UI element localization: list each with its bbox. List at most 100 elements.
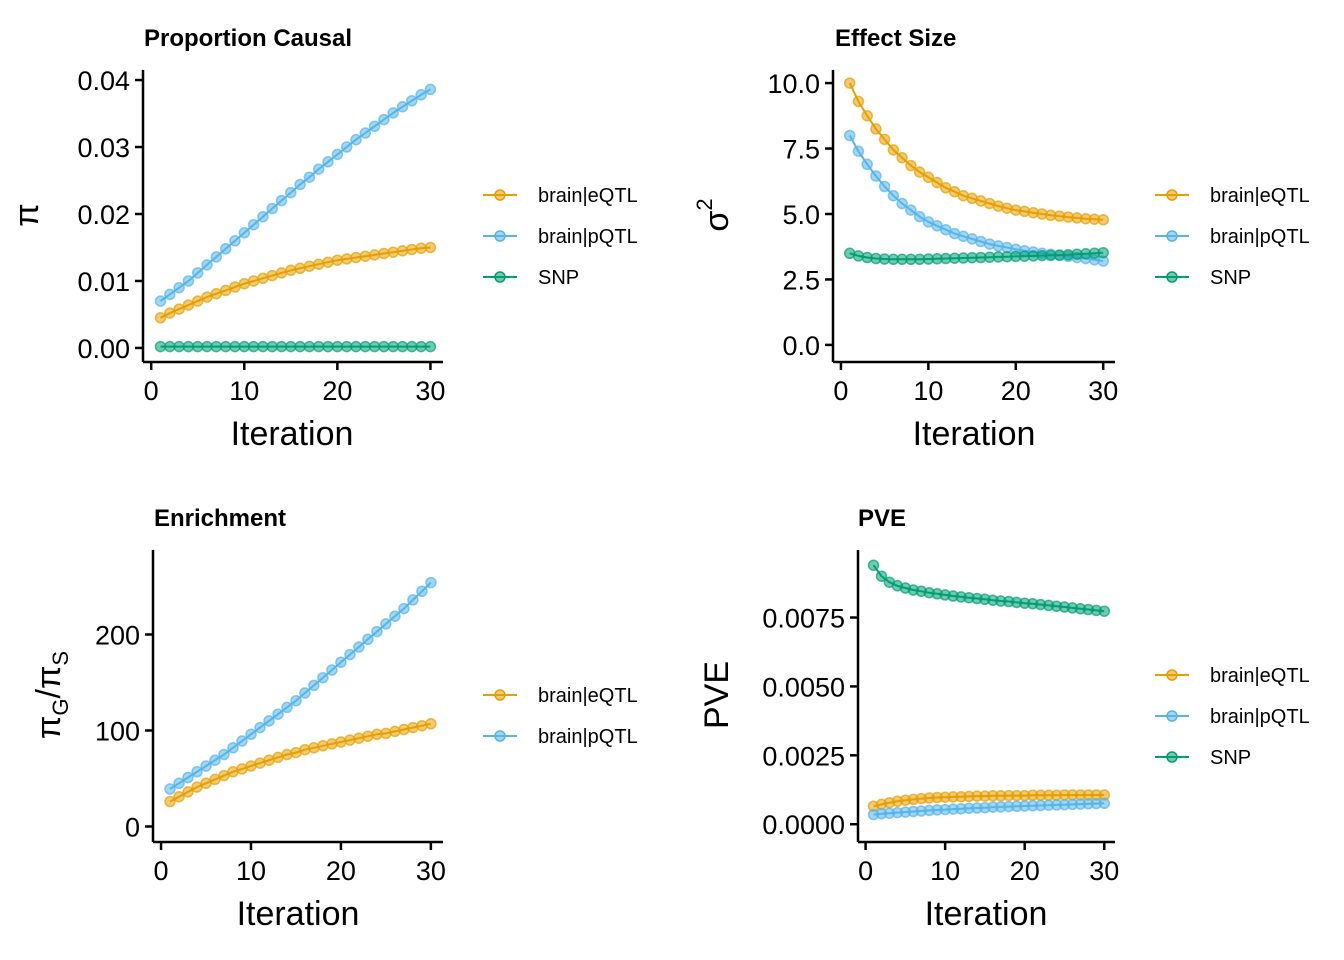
series-SNP [867, 559, 1111, 617]
data-point [285, 264, 297, 277]
data-point [861, 110, 873, 122]
x-tick-label: 30 [1088, 376, 1118, 406]
data-point [931, 176, 943, 189]
data-point [266, 202, 278, 215]
data-point [173, 340, 185, 353]
x-tick-label: 20 [326, 856, 356, 886]
data-point [210, 251, 223, 263]
legend: brain|eQTL brain|pQTL SNP [1155, 665, 1310, 769]
data-point [852, 95, 865, 108]
data-point [173, 303, 185, 315]
y-tick-label: 0 [125, 812, 140, 842]
data-point [210, 340, 223, 353]
legend-item: brain|pQTL [483, 726, 638, 748]
data-point [317, 671, 329, 684]
data-point [887, 144, 900, 156]
data-point [236, 735, 248, 747]
data-point [353, 641, 365, 653]
data-point [164, 340, 176, 353]
x-tick-label: 10 [913, 376, 943, 406]
y-axis-title: π [8, 203, 46, 226]
series-brain-pQTL [164, 576, 437, 795]
y-tick-label: 200 [95, 620, 140, 650]
legend-item: brain|pQTL [1155, 226, 1310, 248]
y-tick-label: 0.0000 [762, 810, 845, 840]
legend-key-point [1166, 230, 1178, 242]
y-tick-label: 100 [95, 716, 140, 746]
data-point [312, 340, 325, 353]
data-point [201, 340, 213, 353]
x-tick-label: 0 [154, 856, 169, 886]
series-brain-pQTL [154, 83, 437, 307]
data-point [266, 269, 278, 282]
legend-key-point [1166, 669, 1178, 681]
data-point [303, 171, 316, 183]
legend-item: brain|eQTL [483, 685, 638, 707]
y-axis-title: PVE [698, 661, 736, 729]
data-point [219, 243, 232, 255]
data-point [322, 340, 334, 353]
data-point [247, 218, 260, 231]
data-point [164, 307, 176, 319]
data-point [425, 718, 437, 730]
x-axis-title: Iteration [913, 415, 1036, 453]
data-point [378, 113, 390, 126]
data-point [350, 251, 362, 264]
data-point [416, 585, 428, 598]
data-point [219, 340, 232, 353]
y-tick-label: 7.5 [782, 135, 820, 165]
legend-label: SNP [1210, 747, 1251, 769]
data-point [275, 194, 288, 207]
series-SNP [843, 246, 1109, 266]
data-point [209, 754, 221, 766]
panel-title: Proportion Causal [144, 25, 352, 52]
data-point [303, 260, 316, 272]
panel-2: Effect Size 0 10 20 30 0.0 2.5 5.0 7.5 10.0 Iterat… [692, 25, 1310, 453]
legend: brain|eQTL brain|pQTL [483, 685, 638, 748]
y-tick-label: 0.03 [77, 133, 130, 163]
data-point [173, 790, 185, 803]
data-point [294, 178, 306, 191]
x-axis-title: Iteration [231, 415, 354, 453]
data-point [389, 610, 401, 622]
data-point [331, 340, 344, 353]
legend-label: brain|eQTL [1210, 665, 1310, 687]
data-point [359, 340, 372, 353]
legend-key-point [494, 189, 506, 201]
data-point [229, 340, 241, 353]
y-tick-label: 0.00 [77, 334, 130, 364]
legend-item: SNP [483, 267, 579, 289]
data-point [870, 170, 882, 182]
y-tick-label: 10.0 [767, 69, 820, 99]
data-point [407, 594, 419, 606]
series-brain-eQTL [154, 241, 437, 324]
panel-title: Enrichment [154, 505, 286, 532]
data-point [340, 253, 353, 265]
data-point [340, 340, 353, 353]
x-axis-title: Iteration [237, 895, 360, 933]
data-point [1098, 605, 1111, 617]
data-point [350, 133, 362, 146]
data-point [1097, 214, 1109, 226]
data-point [406, 243, 418, 256]
data-point [191, 766, 203, 778]
data-point [371, 625, 383, 638]
y-tick-label: 0.04 [77, 66, 130, 96]
data-point [154, 312, 167, 324]
data-point [396, 340, 409, 353]
data-point [913, 210, 926, 223]
data-point [425, 576, 437, 589]
data-point [415, 242, 427, 254]
x-tick-label: 20 [1001, 376, 1031, 406]
data-point [362, 633, 374, 646]
legend-key-point [1166, 189, 1178, 201]
data-point [245, 728, 257, 741]
data-point [294, 340, 306, 353]
data-point [1098, 797, 1111, 810]
series-brain-eQTL [164, 718, 437, 808]
series-brain-eQTL [843, 77, 1109, 226]
data-point [861, 158, 873, 171]
data-point [424, 83, 437, 96]
legend-label: brain|pQTL [538, 226, 638, 248]
series-line [160, 246, 431, 319]
